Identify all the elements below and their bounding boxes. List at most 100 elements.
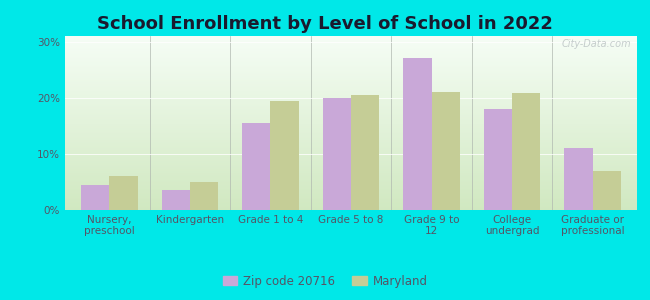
- Bar: [65, 134, 637, 135]
- Bar: [65, 162, 637, 163]
- Bar: [65, 98, 637, 99]
- Bar: [65, 205, 637, 206]
- Bar: [65, 88, 637, 89]
- Bar: [65, 64, 637, 65]
- Bar: [65, 123, 637, 124]
- Bar: [65, 120, 637, 121]
- Bar: [65, 188, 637, 189]
- Bar: [65, 164, 637, 165]
- Bar: [65, 192, 637, 193]
- Bar: [65, 161, 637, 162]
- Bar: [65, 63, 637, 64]
- Bar: [65, 115, 637, 116]
- Bar: [65, 142, 637, 143]
- Bar: [65, 104, 637, 105]
- Bar: [65, 101, 637, 102]
- Legend: Zip code 20716, Maryland: Zip code 20716, Maryland: [219, 271, 431, 291]
- Bar: [65, 124, 637, 125]
- Bar: [65, 207, 637, 208]
- Bar: [65, 70, 637, 71]
- Bar: [65, 48, 637, 49]
- Bar: [65, 177, 637, 178]
- Bar: [65, 112, 637, 113]
- Bar: [65, 202, 637, 203]
- Bar: [65, 165, 637, 166]
- Bar: [65, 185, 637, 186]
- Bar: [65, 102, 637, 103]
- Bar: [65, 141, 637, 142]
- Bar: [65, 81, 637, 82]
- Bar: [65, 201, 637, 202]
- Bar: [65, 89, 637, 90]
- Bar: [65, 145, 637, 146]
- Bar: [65, 181, 637, 182]
- Bar: [65, 106, 637, 107]
- Bar: [65, 36, 637, 37]
- Bar: [65, 119, 637, 120]
- Bar: [65, 59, 637, 60]
- Bar: [65, 117, 637, 118]
- Bar: [65, 138, 637, 139]
- Bar: [65, 114, 637, 115]
- Bar: [65, 153, 637, 154]
- Bar: [351, 95, 379, 210]
- Bar: [65, 149, 637, 150]
- Bar: [65, 58, 637, 59]
- Bar: [65, 122, 637, 123]
- Bar: [65, 156, 637, 157]
- Bar: [270, 100, 298, 210]
- Bar: [65, 100, 637, 101]
- Bar: [65, 184, 637, 185]
- Bar: [65, 50, 637, 51]
- Bar: [81, 185, 109, 210]
- Bar: [65, 198, 637, 199]
- Bar: [65, 116, 637, 117]
- Bar: [65, 71, 637, 72]
- Bar: [65, 189, 637, 190]
- Bar: [65, 152, 637, 153]
- Bar: [65, 140, 637, 141]
- Bar: [65, 68, 637, 69]
- Bar: [65, 200, 637, 201]
- Bar: [65, 65, 637, 66]
- Bar: [432, 92, 460, 210]
- Bar: [65, 135, 637, 136]
- Bar: [65, 157, 637, 158]
- Bar: [65, 84, 637, 85]
- Bar: [65, 80, 637, 81]
- Bar: [404, 58, 432, 210]
- Bar: [65, 83, 637, 84]
- Bar: [190, 182, 218, 210]
- Bar: [65, 92, 637, 93]
- Bar: [65, 60, 637, 61]
- Bar: [65, 129, 637, 130]
- Bar: [65, 208, 637, 209]
- Bar: [65, 51, 637, 52]
- Bar: [65, 121, 637, 122]
- Bar: [65, 78, 637, 79]
- Bar: [65, 187, 637, 188]
- Bar: [65, 169, 637, 170]
- Bar: [65, 170, 637, 171]
- Bar: [65, 126, 637, 127]
- Bar: [65, 166, 637, 167]
- Bar: [65, 39, 637, 40]
- Bar: [65, 108, 637, 109]
- Bar: [65, 174, 637, 175]
- Bar: [65, 86, 637, 87]
- Bar: [65, 44, 637, 45]
- Bar: [65, 150, 637, 151]
- Bar: [65, 76, 637, 77]
- Bar: [65, 168, 637, 169]
- Bar: [65, 148, 637, 149]
- Bar: [65, 47, 637, 48]
- Text: City-Data.com: City-Data.com: [562, 40, 631, 50]
- Bar: [65, 109, 637, 110]
- Bar: [65, 100, 637, 101]
- Bar: [65, 93, 637, 94]
- Bar: [65, 196, 637, 197]
- Bar: [65, 171, 637, 172]
- Bar: [65, 66, 637, 67]
- Bar: [65, 163, 637, 164]
- Bar: [65, 172, 637, 173]
